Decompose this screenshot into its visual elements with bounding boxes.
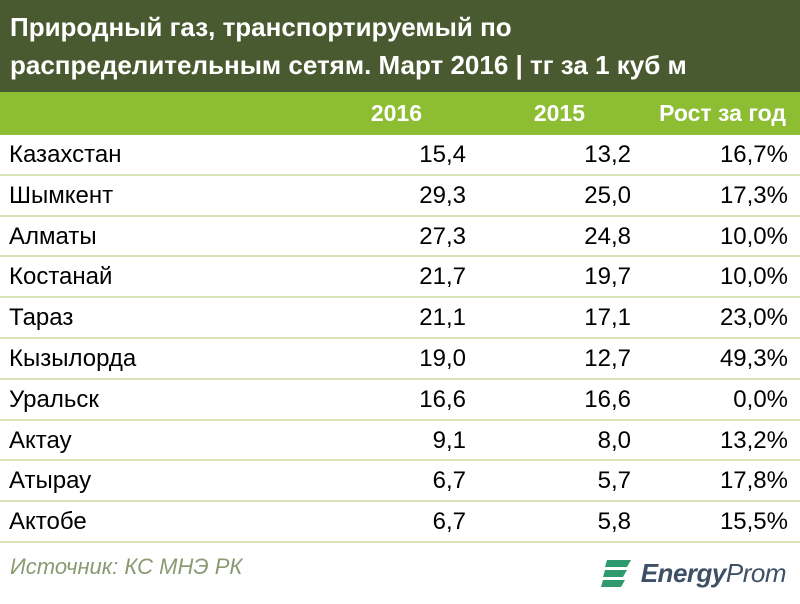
city-name: Актобе bbox=[9, 508, 87, 536]
value-2015: 8,0 bbox=[597, 426, 631, 454]
value-2016: 27,3 bbox=[419, 222, 466, 250]
table-row: Атырау 6,7 5,7 17,8% bbox=[0, 461, 800, 503]
title-line-1: Природный газ, транспортируемый по bbox=[10, 12, 512, 42]
value-2016: 21,1 bbox=[419, 304, 466, 332]
city-name: Шымкент bbox=[9, 181, 114, 209]
energyprom-logo: EnergyProm bbox=[600, 548, 787, 598]
city-name: Костанай bbox=[9, 263, 113, 291]
source-note: Источник: КС МНЭ РК bbox=[10, 554, 243, 579]
table-row: Костанай 21,7 19,7 10,0% bbox=[0, 257, 800, 299]
growth-value: 23,0% bbox=[719, 304, 788, 332]
value-2016: 6,7 bbox=[432, 508, 466, 536]
city-name: Кызылорда bbox=[9, 344, 137, 372]
table-row: Кызылорда 19,0 12,7 49,3% bbox=[0, 339, 800, 380]
growth-value: 0,0% bbox=[733, 385, 788, 413]
city-name: Атырау bbox=[9, 467, 92, 495]
value-2015: 16,6 bbox=[584, 385, 631, 413]
growth-value: 17,8% bbox=[719, 467, 788, 495]
value-2016: 19,0 bbox=[419, 344, 466, 372]
growth-value: 16,7% bbox=[719, 141, 788, 168]
city-name: Казахстан bbox=[9, 141, 122, 168]
growth-value: 17,3% bbox=[719, 181, 788, 209]
value-2015: 12,7 bbox=[584, 344, 631, 372]
logo-text-light: Prom bbox=[725, 557, 787, 588]
value-2016: 9,1 bbox=[432, 426, 466, 454]
growth-value: 10,0% bbox=[719, 263, 788, 291]
table-body: Казахстан 15,4 13,2 16,7% Шымкент 29,3 2… bbox=[0, 135, 800, 543]
title-line-2: распределительным сетям. Март 2016 | тг … bbox=[10, 50, 687, 80]
logo-wordmark: EnergyProm bbox=[640, 557, 787, 589]
value-2015: 5,8 bbox=[597, 508, 631, 536]
table-row: Казахстан 15,4 13,2 16,7% bbox=[0, 135, 800, 176]
city-name: Алматы bbox=[9, 222, 97, 250]
table-row: Уральск 16,6 16,6 0,0% bbox=[0, 380, 800, 421]
table-row: Актау 9,1 8,0 13,2% bbox=[0, 421, 800, 462]
city-name: Уральск bbox=[9, 385, 99, 413]
value-2015: 5,7 bbox=[597, 467, 631, 495]
value-2015: 13,2 bbox=[584, 141, 631, 168]
column-header-growth: Рост за год bbox=[659, 100, 786, 126]
value-2015: 24,8 bbox=[584, 222, 631, 250]
value-2016: 15,4 bbox=[419, 141, 466, 168]
value-2016: 21,7 bbox=[419, 263, 466, 291]
column-header-2016: 2016 bbox=[370, 100, 422, 126]
growth-value: 10,0% bbox=[719, 222, 788, 250]
value-2015: 19,7 bbox=[584, 263, 631, 291]
table-row: Тараз 21,1 17,1 23,0% bbox=[0, 298, 800, 339]
table-row: Алматы 27,3 24,8 10,0% bbox=[0, 217, 800, 258]
logo-text-bold: Energy bbox=[640, 557, 727, 588]
growth-value: 15,5% bbox=[719, 508, 788, 536]
value-2015: 25,0 bbox=[584, 181, 631, 209]
value-2016: 16,6 bbox=[419, 385, 466, 413]
value-2016: 6,7 bbox=[432, 467, 466, 495]
column-header-2015: 2015 bbox=[533, 100, 585, 126]
value-2016: 29,3 bbox=[419, 181, 466, 209]
growth-value: 13,2% bbox=[719, 426, 788, 454]
table-row: Актобе 6,7 5,8 15,5% bbox=[0, 502, 800, 543]
growth-value: 49,3% bbox=[719, 344, 788, 372]
city-name: Тараз bbox=[9, 304, 74, 332]
table-header: 2016 2015 Рост за год bbox=[0, 92, 800, 135]
value-2015: 17,1 bbox=[584, 304, 631, 332]
table-row: Шымкент 29,3 25,0 17,3% bbox=[0, 176, 800, 217]
energyprom-logo-icon bbox=[600, 556, 635, 590]
footer: Источник: КС МНЭ РК EnergyProm bbox=[0, 546, 800, 604]
city-name: Актау bbox=[9, 426, 72, 454]
page-title: Природный газ, транспортируемый по распр… bbox=[0, 0, 800, 92]
